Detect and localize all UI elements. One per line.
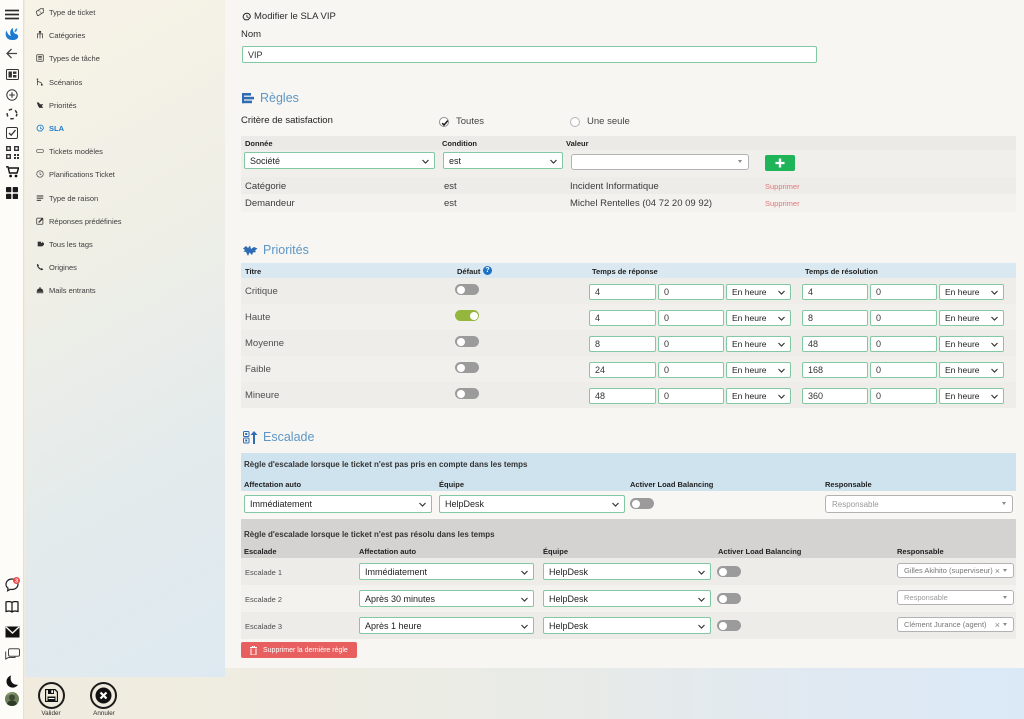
- svg-text:3: 3: [14, 579, 17, 585]
